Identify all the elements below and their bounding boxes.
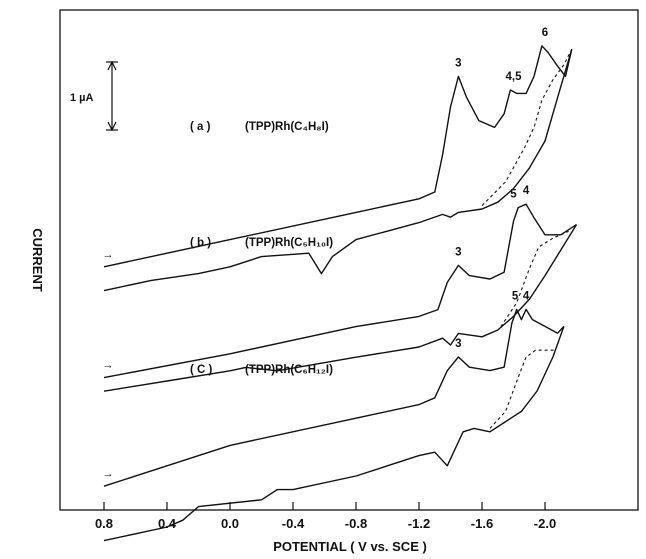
scan-arrow-a: → (102, 249, 114, 261)
x-axis-ticks: 0.8 0.4 0.0 -0.4 -0.8 -1.2 -1.6 -2.0 (95, 502, 556, 531)
trace-c-forward (103, 308, 565, 487)
peak-label: 4 (523, 290, 530, 302)
x-tick-label: -0.4 (282, 516, 305, 531)
x-tick-label: -2.0 (534, 516, 556, 531)
peak-label: 4,5 (506, 71, 523, 83)
trace-a-reverse (103, 49, 573, 292)
y-axis-title: CURRENT (30, 228, 45, 292)
trace-c-dashed (489, 349, 555, 429)
x-tick-label: -1.6 (471, 516, 493, 531)
x-tick-label: -1.2 (408, 516, 430, 531)
peak-label: 5 (510, 189, 517, 201)
curve-tag-a: ( a ) (190, 121, 211, 133)
scan-arrow-c: → (102, 468, 114, 480)
peak-label: 3 (455, 57, 461, 69)
scale-bar-label: 1 µA (70, 92, 94, 104)
scan-arrow-b: → (102, 360, 114, 372)
peak-label: 4 (523, 185, 530, 197)
x-tick-label: 0.8 (95, 516, 113, 531)
trace-b-reverse (103, 224, 578, 392)
x-tick-label: 0.0 (221, 516, 239, 531)
curve-tag-b: ( b ) (190, 237, 211, 249)
peak-label: 3 (455, 246, 461, 258)
curve-compound-b: (TPP)Rh(C₅H₁₀I) (245, 237, 333, 249)
trace-c-reverse (103, 326, 565, 542)
x-axis-title: POTENTIAL ( V vs. SCE ) (273, 539, 427, 554)
trace-b-dashed (500, 230, 569, 327)
plot-frame (59, 9, 639, 511)
annotation-group: → ( a ) (TPP)Rh(C₄H₈I) 3 4,5 6 → ( b ) (TPP)Rh(C… (102, 27, 548, 480)
peak-label: 5 (512, 290, 519, 302)
x-tick-label: -0.8 (345, 516, 367, 531)
peak-label: 6 (542, 27, 548, 39)
curve-compound-c: (TPP)Rh(C₆H₁₂I) (245, 364, 333, 376)
trace-a-forward (103, 45, 573, 268)
curve-tag-c: ( C ) (190, 364, 213, 376)
trace-a-dashed (481, 48, 573, 206)
peak-label: 3 (455, 338, 461, 350)
curve-compound-a: (TPP)Rh(C₄H₈I) (245, 121, 329, 133)
trace-b-forward (103, 203, 577, 379)
traces-group (103, 45, 578, 542)
scale-bar: 1 µA (70, 60, 118, 132)
